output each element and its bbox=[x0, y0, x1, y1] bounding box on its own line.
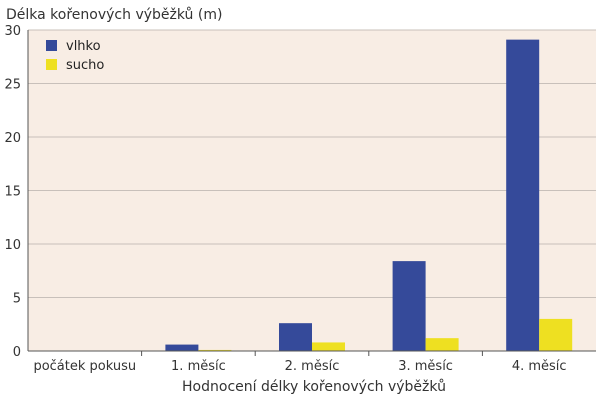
y-axis-title: Délka kořenových výběžků (m) bbox=[6, 7, 222, 23]
axes bbox=[27, 30, 596, 356]
bar-vlhko bbox=[392, 261, 426, 351]
bar-vlhko bbox=[506, 39, 540, 351]
bar-sucho bbox=[198, 349, 232, 351]
x-tick-label: počátek pokusu bbox=[33, 359, 136, 374]
y-tick-label: 25 bbox=[4, 78, 21, 93]
y-tick-label: 0 bbox=[13, 345, 21, 360]
legend-label: vlhko bbox=[66, 39, 101, 54]
x-tick-labels: počátek pokusu 1. měsíc 2. měsíc 3. měsíc 4.… bbox=[33, 359, 566, 374]
legend: vlhko sucho bbox=[46, 39, 104, 73]
legend-swatch bbox=[46, 59, 57, 70]
x-tick-label: 4. měsíc bbox=[512, 359, 567, 374]
bars bbox=[165, 39, 573, 351]
y-tick-label: 5 bbox=[13, 292, 21, 307]
legend-label: sucho bbox=[66, 58, 104, 73]
y-tick-labels: 0 5 10 15 20 25 30 bbox=[4, 24, 21, 360]
x-tick-label: 2. měsíc bbox=[285, 359, 340, 374]
x-tick-label: 1. měsíc bbox=[171, 359, 226, 374]
legend-swatch bbox=[46, 40, 57, 51]
x-tick-label: 3. měsíc bbox=[398, 359, 453, 374]
bar-vlhko bbox=[165, 344, 199, 351]
bar-vlhko bbox=[279, 323, 312, 351]
bar-sucho bbox=[539, 318, 573, 351]
gridlines bbox=[28, 29, 596, 298]
y-tick-label: 15 bbox=[4, 185, 21, 200]
y-tick-label: 20 bbox=[4, 131, 21, 146]
x-axis-title: Hodnocení délky kořenových výběžků bbox=[182, 379, 446, 395]
bar-sucho bbox=[425, 338, 459, 351]
y-tick-label: 10 bbox=[4, 238, 21, 253]
y-tick-label: 30 bbox=[4, 24, 21, 39]
bar-sucho bbox=[312, 342, 345, 351]
